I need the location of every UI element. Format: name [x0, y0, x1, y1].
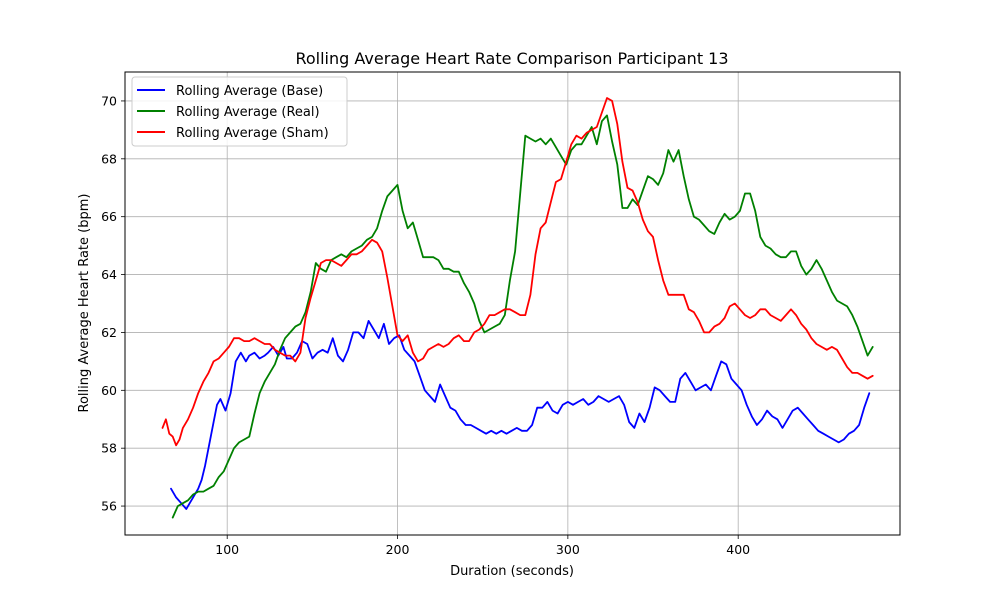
series-line-2	[161, 97, 874, 447]
x-tick-label: 300	[556, 542, 580, 557]
plot-frame	[124, 71, 901, 536]
x-tick-label: 400	[726, 542, 750, 557]
legend-entry: Rolling Average (Real)	[176, 105, 320, 120]
y-tick-label: 66	[101, 209, 117, 224]
x-axis-label: Duration (seconds)	[450, 564, 574, 579]
y-tick-label: 56	[101, 499, 117, 514]
y-tick-label: 70	[101, 93, 117, 108]
series-group	[161, 97, 874, 519]
x-axis: 100 200 300 400	[215, 535, 750, 557]
legend-box	[131, 76, 348, 147]
legend-entry: Rolling Average (Base)	[176, 84, 323, 99]
gridlines	[125, 72, 900, 535]
y-tick-label: 58	[101, 441, 117, 456]
series-line-1	[171, 114, 874, 519]
y-axis-label: Rolling Average Heart Rate (bpm)	[77, 194, 92, 413]
legend-entry: Rolling Average (Sham)	[176, 126, 329, 141]
y-tick-label: 64	[101, 267, 117, 282]
y-tick-label: 60	[101, 383, 117, 398]
x-tick-label: 200	[386, 542, 410, 557]
legend: Rolling Average (Base) Rolling Average (R…	[131, 76, 348, 147]
chart-title: Rolling Average Heart Rate Comparison Pa…	[295, 49, 728, 68]
y-tick-label: 62	[101, 325, 117, 340]
y-axis: 56 58 60 62 64 66 68 70	[101, 93, 125, 514]
y-tick-label: 68	[101, 151, 117, 166]
x-tick-label: 100	[215, 542, 239, 557]
